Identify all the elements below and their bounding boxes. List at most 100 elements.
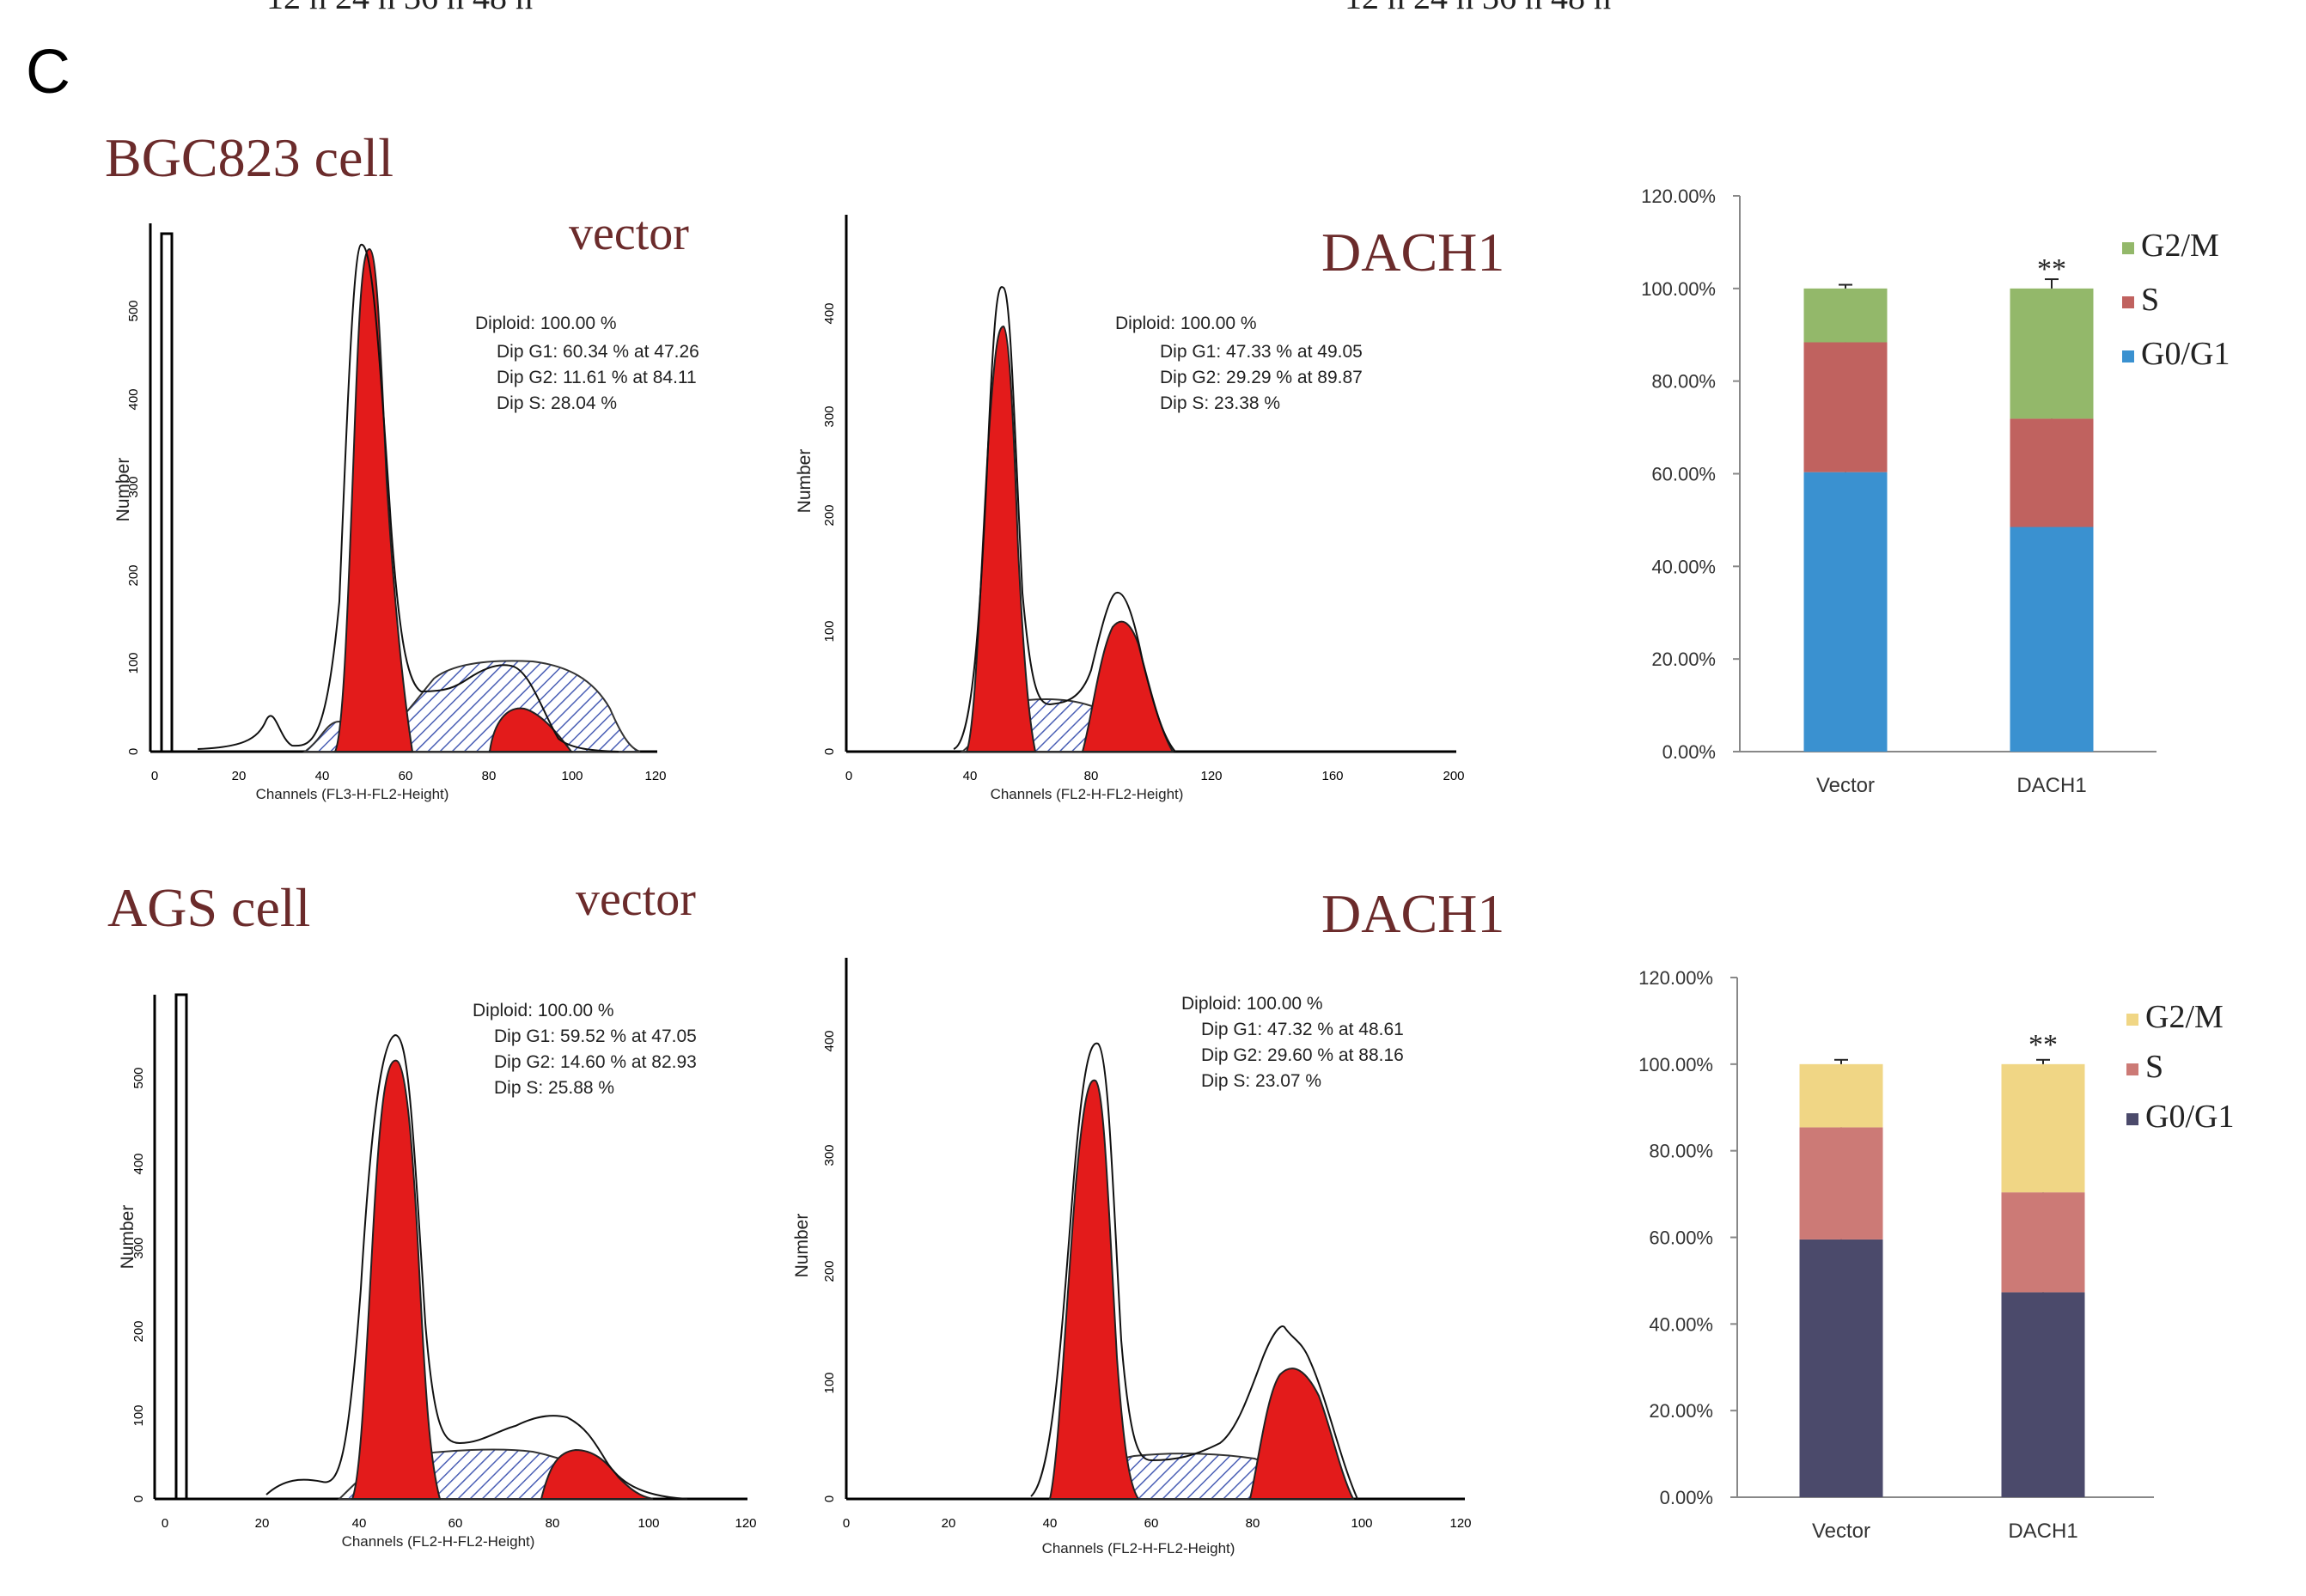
legend-swatch [2122, 242, 2134, 254]
x-category-label: Vector [1816, 774, 1875, 797]
histogram-ags-vector: Diploid: 100.00 % Dip G1: 59.52 % at 47.… [118, 993, 757, 1550]
legend-swatch [2126, 1063, 2138, 1075]
y-tick-label: 500 [131, 1067, 146, 1088]
histogram-label-ags-vector: vector [576, 873, 696, 926]
x-category-label: DACH1 [2016, 774, 2086, 797]
stats-line-diploid: Diploid: 100.00 % [473, 1001, 614, 1020]
y-tick-label: 20.00% [1651, 649, 1716, 670]
legend-label: G0/G1 [2145, 1099, 2234, 1135]
row-title-bgc823: BGC823 cell [105, 127, 393, 188]
y-tick-label: 100 [822, 620, 837, 642]
stats-line-s: Dip S: 28.04 % [497, 393, 617, 413]
y-tick-label: 0 [822, 748, 837, 755]
legend-label: S [2141, 282, 2159, 318]
legend-label: S [2145, 1049, 2163, 1085]
x-axis-label: Channels (FL2-H-FL2-Height) [1042, 1540, 1235, 1556]
bar-segment-s [2010, 418, 2094, 527]
stats-line-g1: Dip G1: 59.52 % at 47.05 [494, 1026, 697, 1046]
y-tick-label: 200 [822, 504, 837, 526]
bar-segment-g0-g1 [1799, 1239, 1883, 1497]
bar-segment-g2-m [1803, 288, 1888, 343]
bar-segment-g0-g1 [2001, 1292, 2085, 1497]
cropped-axis-fragment-right: 12 h 24 h 36 h 48 h [1345, 0, 1611, 16]
histogram-trace [197, 243, 619, 752]
y-tick-label: 60.00% [1651, 464, 1716, 485]
y-tick-label: 120.00% [1638, 967, 1713, 989]
y-tick-label: 100.00% [1638, 1054, 1713, 1075]
significance-mark: ** [2028, 1029, 2058, 1061]
x-tick-label: 20 [232, 769, 247, 783]
y-tick-label: 300 [126, 476, 141, 497]
y-tick-label: 100 [131, 1404, 146, 1426]
x-tick-label: 120 [735, 1516, 756, 1531]
y-tick-label: 40.00% [1649, 1313, 1713, 1335]
stats-line-s: Dip S: 25.88 % [494, 1078, 614, 1098]
row-title-ags: AGS cell [107, 877, 310, 938]
stacked-bar-chart-ags: 0.00% 20.00% 40.00% 60.00% 80.00% 100.00% 120.… [1638, 967, 2234, 1543]
y-tick-label: 120.00% [1641, 186, 1716, 207]
g2-peak [1081, 620, 1174, 752]
x-tick-label: 40 [963, 769, 978, 783]
x-tick-labels: 0 20 40 60 80 100 120 [843, 1516, 1472, 1531]
y-tick-label: 80.00% [1649, 1141, 1713, 1162]
bar-segment-g0-g1 [2010, 527, 2094, 752]
y-tick-labels: 0 100 200 300 400 [822, 1030, 837, 1502]
cropped-axis-fragment-left: 12 h 24 h 36 h 48 h [266, 0, 533, 16]
g1-peak [351, 1059, 442, 1500]
y-tick-label: 20.00% [1649, 1400, 1713, 1422]
y-tick-label: 100 [126, 652, 141, 673]
legend-label: G0/G1 [2141, 336, 2230, 372]
bar-segment-g0-g1 [1803, 472, 1888, 752]
x-category-label: DACH1 [2008, 1520, 2077, 1543]
y-tick-labels: 0 100 200 300 400 [822, 302, 837, 755]
stats-line-g2: Dip G2: 29.29 % at 89.87 [1160, 368, 1363, 387]
stats-line-g1: Dip G1: 47.33 % at 49.05 [1160, 342, 1363, 362]
y-tick-labels: 0 100 200 300 400 500 [131, 1067, 146, 1502]
x-tick-label: 0 [162, 1516, 168, 1531]
x-tick-label: 120 [644, 769, 666, 783]
bar-segment-g2-m [2010, 288, 2094, 419]
x-tick-label: 120 [1200, 769, 1222, 783]
histogram-trace [953, 286, 1176, 752]
g2-peak [1248, 1368, 1355, 1500]
x-tick-label: 200 [1443, 769, 1464, 783]
x-tick-label: 100 [1351, 1516, 1372, 1531]
y-axis-label: Number [113, 458, 133, 522]
stats-line-s: Dip S: 23.07 % [1201, 1071, 1321, 1091]
y-axis-label: Number [795, 449, 814, 514]
debris-spike [160, 232, 174, 753]
stats-line-diploid: Diploid: 100.00 % [475, 314, 617, 333]
stats-line-g2: Dip G2: 11.61 % at 84.11 [497, 368, 697, 387]
legend-label: G2/M [2141, 228, 2219, 264]
y-tick-label: 400 [126, 388, 141, 410]
x-tick-label: 40 [1043, 1516, 1058, 1531]
y-tick-label: 400 [131, 1153, 146, 1174]
x-tick-label: 40 [352, 1516, 367, 1531]
y-tick-label: 300 [822, 1144, 837, 1166]
y-tick-label: 80.00% [1651, 371, 1716, 393]
x-tick-label: 0 [845, 769, 852, 783]
bar-segment-g2-m [1799, 1063, 1883, 1128]
x-tick-labels: 0 20 40 60 80 100 120 [162, 1516, 757, 1531]
g1-peak [1048, 1079, 1140, 1500]
bar-segment-s [1803, 342, 1888, 472]
x-tick-labels: 0 20 40 60 80 100 120 [151, 769, 667, 783]
x-axis-label: Channels (FL2-H-FL2-Height) [342, 1533, 535, 1550]
histogram-trace [1030, 1042, 1358, 1500]
stats-line-g1: Dip G1: 60.34 % at 47.26 [497, 342, 699, 362]
g2-peak [488, 707, 574, 752]
bar-segment-s [2001, 1192, 2085, 1293]
stats-line-g1: Dip G1: 47.32 % at 48.61 [1201, 1020, 1404, 1039]
histogram-bgc823-vector: Diploid: 100.00 % Dip G1: 60.34 % at 47.… [113, 223, 699, 802]
x-tick-label: 160 [1321, 769, 1343, 783]
stats-line-s: Dip S: 23.38 % [1160, 393, 1280, 413]
y-axis-label: Number [792, 1214, 812, 1278]
legend-label: G2/M [2145, 999, 2224, 1035]
legend-swatch [2126, 1014, 2138, 1026]
y-tick-label: 200 [822, 1260, 837, 1282]
y-tick-label: 0.00% [1662, 741, 1716, 763]
g1-peak [965, 325, 1037, 752]
x-tick-label: 60 [1144, 1516, 1159, 1531]
x-tick-label: 100 [561, 769, 583, 783]
